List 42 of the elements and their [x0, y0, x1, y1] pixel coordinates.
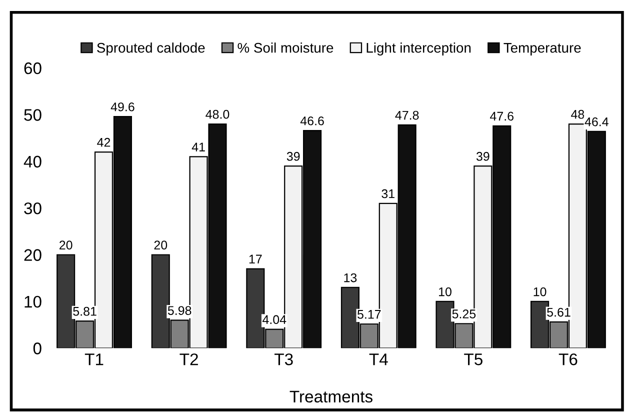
x-tick-label: T2	[180, 353, 198, 366]
text: 48	[571, 110, 584, 119]
text: 17	[249, 254, 262, 264]
y-tick-label: 10	[24, 296, 42, 308]
x-tick-label: T4	[369, 354, 388, 366]
text: 5.25	[452, 310, 476, 318]
text: 39	[476, 152, 490, 161]
x-tick-label: T1	[84, 354, 104, 366]
text: 13	[344, 273, 357, 282]
text: 47.8	[395, 110, 419, 120]
text: 42	[97, 138, 110, 147]
text: 41	[192, 142, 205, 152]
text: 48.0	[206, 110, 230, 119]
text: 20	[154, 240, 168, 250]
x-tick-label: T3	[274, 353, 293, 366]
y-tick-label: 30	[24, 202, 42, 214]
text: 46.6	[300, 116, 324, 126]
text: 4.04	[262, 315, 286, 324]
text: 46.4	[584, 117, 608, 126]
legend-label: Light interception	[366, 42, 471, 56]
y-tick-label: 50	[24, 109, 42, 121]
text: 10	[439, 287, 452, 296]
text: 39	[286, 152, 300, 161]
text: 5.17	[358, 310, 381, 319]
text: 49.6	[110, 102, 134, 112]
text: 5.81	[73, 306, 96, 316]
text: 20	[60, 240, 72, 250]
legend-label: % Soil moisture	[238, 42, 334, 53]
legend-label: Temperature	[504, 43, 581, 56]
y-tick-label: 20	[24, 249, 42, 261]
text: 5.98	[168, 306, 192, 315]
text: 47.6	[490, 112, 514, 121]
y-tick-label: 40	[24, 156, 42, 168]
y-tick-label: 0	[33, 342, 42, 354]
text: 10	[534, 287, 546, 296]
text: 5.61	[547, 308, 570, 317]
y-tick-label: 60	[24, 62, 42, 74]
x-tick-label: T5	[464, 354, 482, 366]
x-axis-title: Treatments	[290, 390, 372, 403]
legend-label: Sprouted caldode	[97, 42, 205, 56]
x-tick-label: T6	[558, 353, 578, 366]
text: 31	[382, 189, 394, 198]
